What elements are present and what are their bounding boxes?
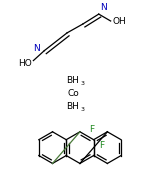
Text: OH: OH [113,16,126,25]
Text: 3: 3 [81,107,85,112]
Text: 3: 3 [81,81,85,86]
Text: HO: HO [18,59,31,68]
Text: N: N [100,3,106,12]
Text: N: N [34,44,40,53]
Text: F: F [99,141,104,150]
Text: BH: BH [67,102,79,111]
Text: BH: BH [67,76,79,85]
Text: Co: Co [67,89,79,98]
Text: F: F [89,125,94,134]
